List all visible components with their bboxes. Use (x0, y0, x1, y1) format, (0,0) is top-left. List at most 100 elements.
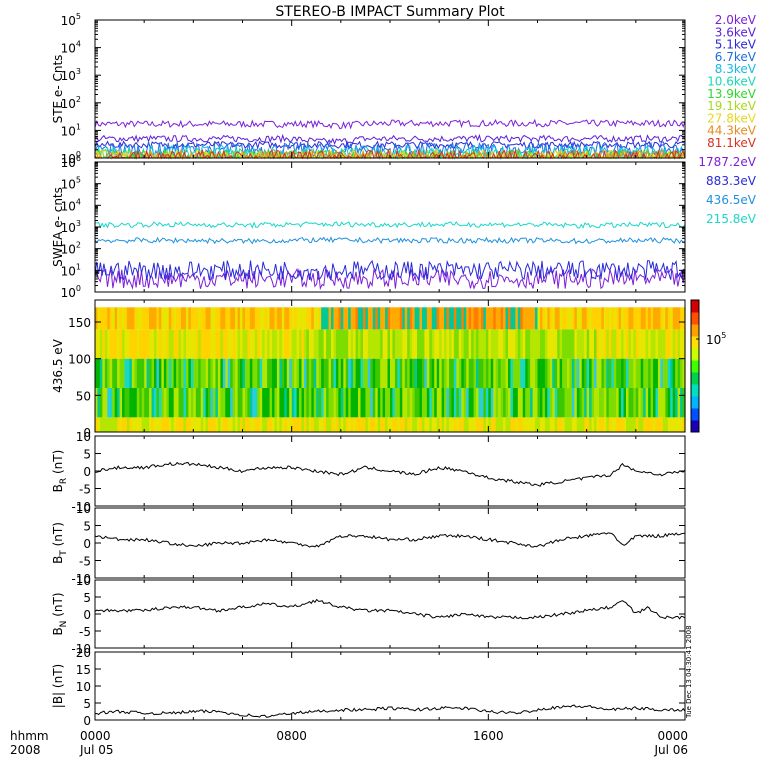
ylabel-unit: (nT) (51, 522, 65, 550)
heatmap-cell (301, 307, 305, 330)
heatmap-cell (220, 388, 224, 418)
heatmap-cell (362, 417, 367, 432)
heatmap-cell (237, 388, 241, 418)
heatmap-cell (154, 307, 158, 330)
heatmap-cell (549, 417, 553, 432)
heatmap-cell (387, 388, 391, 418)
heatmap-cell (299, 388, 303, 418)
heatmap-cell (107, 388, 111, 418)
heatmap-cell (449, 417, 453, 432)
heatmap-cell (476, 417, 480, 432)
heatmap-cell (208, 358, 212, 388)
heatmap-cell (281, 307, 285, 330)
heatmap-cell (409, 307, 413, 330)
heatmap-cell (446, 417, 450, 432)
heatmap-cell (190, 307, 194, 330)
heatmap-cell (338, 388, 342, 418)
heatmap-cell (618, 358, 622, 388)
heatmap-cell (146, 329, 150, 359)
heatmap-cell (412, 388, 416, 418)
heatmap-cell (367, 358, 371, 388)
legend-label: 6.7keV (715, 50, 757, 64)
heatmap-cell (510, 358, 514, 388)
heatmap-cell (345, 417, 349, 432)
heatmap-cell (417, 329, 421, 359)
heatmap-cell (144, 417, 148, 432)
heatmap-cell (643, 417, 647, 432)
heatmap-cell (198, 307, 202, 330)
heatmap-cell (648, 417, 652, 432)
heatmap-cell (429, 307, 433, 330)
heatmap-cell (581, 417, 585, 432)
heatmap-cell (340, 358, 344, 388)
heatmap-cell (129, 307, 133, 330)
heatmap-cell (512, 329, 516, 359)
y-tick-label: 100 (61, 150, 81, 166)
heatmap-cell (161, 358, 165, 388)
y-tick-label: 15 (76, 663, 91, 677)
heatmap-cell (650, 417, 654, 432)
heatmap-cell (375, 329, 379, 359)
series-line-trace (94, 704, 686, 718)
heatmap-cell (333, 388, 337, 418)
heatmap-cell (596, 329, 600, 359)
heatmap-cell (335, 329, 339, 359)
heatmap-cell (574, 358, 578, 388)
heatmap-cell (608, 329, 612, 359)
heatmap-cell (95, 388, 99, 418)
heatmap-cell (390, 307, 394, 330)
heatmap-cell (571, 417, 575, 432)
heatmap-cell (539, 388, 544, 418)
heatmap-cell (508, 358, 512, 388)
heatmap-cell (333, 329, 337, 359)
heatmap-cell (544, 417, 548, 432)
heatmap-cell (537, 388, 541, 418)
heatmap-cell (262, 307, 266, 330)
y-tick-label: 103 (61, 219, 81, 235)
heatmap-cell (313, 358, 317, 388)
heatmap-cell (350, 307, 354, 330)
heatmap-cell (471, 358, 475, 388)
heatmap-cell (176, 388, 180, 418)
heatmap-cell (355, 417, 359, 432)
heatmap-cell (119, 358, 123, 388)
heatmap-cell (321, 388, 325, 418)
heatmap-cell (114, 329, 118, 359)
heatmap-cell (97, 329, 101, 359)
heatmap-cell (134, 358, 138, 388)
heatmap-cell (476, 307, 480, 330)
heatmap-cell (126, 417, 131, 432)
heatmap-cell (244, 329, 249, 359)
heatmap-cell (483, 307, 487, 330)
heatmap-cell (264, 358, 268, 388)
heatmap-cell (394, 329, 398, 359)
heatmap-cell (385, 417, 389, 432)
heatmap-cell (203, 388, 207, 418)
heatmap-cell (623, 329, 627, 359)
heatmap-cell (149, 417, 153, 432)
heatmap-cell (171, 329, 175, 359)
y-tick-label: 0 (83, 465, 91, 479)
heatmap-cell (267, 417, 271, 432)
heatmap-cell (257, 307, 261, 330)
heatmap-cell (530, 358, 534, 388)
heatmap-cell (630, 307, 634, 330)
colorbar-swatch (691, 408, 699, 421)
heatmap-cell (112, 417, 116, 432)
heatmap-cell (343, 388, 347, 418)
heatmap-cell (672, 417, 676, 432)
heatmap-cell (158, 388, 162, 418)
y-tick-label: 102 (61, 95, 81, 111)
heatmap-cell (576, 329, 580, 359)
heatmap-cell (596, 417, 600, 432)
heatmap-cell (387, 329, 391, 359)
heatmap-cell (417, 307, 421, 330)
heatmap-cell (680, 417, 684, 432)
heatmap-cell (630, 358, 634, 388)
heatmap-cell (520, 358, 524, 388)
heatmap-cell (397, 329, 401, 359)
y-tick-label: 5 (83, 697, 91, 711)
heatmap-cell (112, 358, 116, 388)
heatmap-cell (333, 417, 337, 432)
